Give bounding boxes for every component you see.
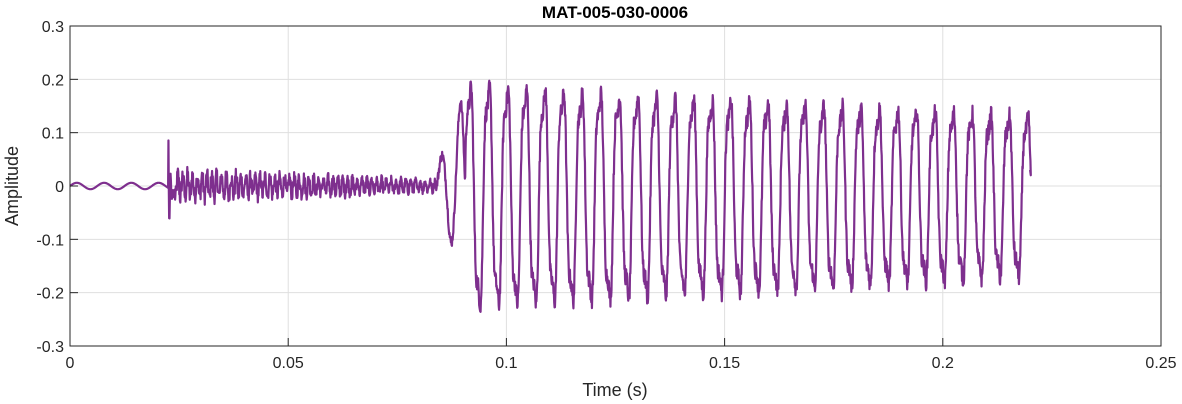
y-axis-ticks: 0.3 0.2 0.1 0 -0.1 -0.2 -0.3 xyxy=(36,19,78,356)
y-tick-label: 0.3 xyxy=(42,19,64,36)
series-group xyxy=(69,79,1032,313)
y-axis-label: Amplitude xyxy=(2,146,22,226)
x-tick-label: 0.1 xyxy=(495,355,517,372)
x-tick-label: 0.25 xyxy=(1145,355,1176,372)
y-tick-label: 0.1 xyxy=(42,126,64,143)
y-tick-label: -0.1 xyxy=(36,232,64,249)
chart-title: MAT-005-030-0006 xyxy=(542,3,688,22)
x-axis-label: Time (s) xyxy=(582,380,647,400)
y-tick-label: 0 xyxy=(55,179,64,196)
y-tick-label: -0.3 xyxy=(36,339,64,356)
x-tick-label: 0.2 xyxy=(932,355,954,372)
x-axis-ticks: 0 0.05 0.1 0.15 0.2 0.25 xyxy=(66,338,1177,372)
y-tick-label: 0.2 xyxy=(42,72,64,89)
x-tick-label: 0.05 xyxy=(273,355,304,372)
series-line-amplitude xyxy=(69,79,1032,313)
x-tick-label: 0 xyxy=(66,355,75,372)
y-tick-label: -0.2 xyxy=(36,286,64,303)
x-tick-label: 0.15 xyxy=(709,355,740,372)
